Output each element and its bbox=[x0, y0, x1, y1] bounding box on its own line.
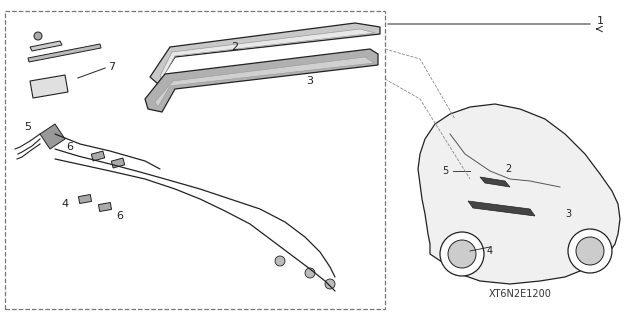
Text: 2: 2 bbox=[232, 42, 239, 52]
Circle shape bbox=[325, 279, 335, 289]
Text: 5: 5 bbox=[442, 166, 448, 176]
Polygon shape bbox=[99, 203, 111, 211]
Polygon shape bbox=[468, 201, 535, 216]
Text: 6: 6 bbox=[116, 211, 124, 221]
Text: 3: 3 bbox=[307, 76, 314, 86]
Polygon shape bbox=[28, 44, 101, 62]
Text: 7: 7 bbox=[108, 62, 116, 72]
Text: 4: 4 bbox=[487, 246, 493, 256]
Circle shape bbox=[576, 237, 604, 265]
Text: 6: 6 bbox=[67, 142, 74, 152]
Polygon shape bbox=[145, 49, 378, 112]
Text: 3: 3 bbox=[565, 209, 571, 219]
Text: 2: 2 bbox=[505, 164, 511, 174]
Circle shape bbox=[275, 256, 285, 266]
Polygon shape bbox=[418, 104, 620, 284]
Polygon shape bbox=[155, 57, 374, 107]
Polygon shape bbox=[30, 41, 62, 51]
Circle shape bbox=[568, 229, 612, 273]
Text: 1: 1 bbox=[596, 16, 604, 26]
Text: 4: 4 bbox=[61, 199, 68, 209]
Polygon shape bbox=[480, 177, 510, 187]
Polygon shape bbox=[150, 23, 380, 84]
Circle shape bbox=[305, 268, 315, 278]
Polygon shape bbox=[160, 29, 375, 79]
Text: XT6N2E1200: XT6N2E1200 bbox=[488, 289, 552, 299]
Polygon shape bbox=[30, 75, 68, 98]
Circle shape bbox=[34, 32, 42, 40]
Polygon shape bbox=[92, 151, 105, 161]
Polygon shape bbox=[40, 124, 65, 149]
Circle shape bbox=[448, 240, 476, 268]
Circle shape bbox=[440, 232, 484, 276]
Polygon shape bbox=[79, 195, 92, 204]
Text: 5: 5 bbox=[24, 122, 31, 132]
Polygon shape bbox=[111, 158, 125, 168]
